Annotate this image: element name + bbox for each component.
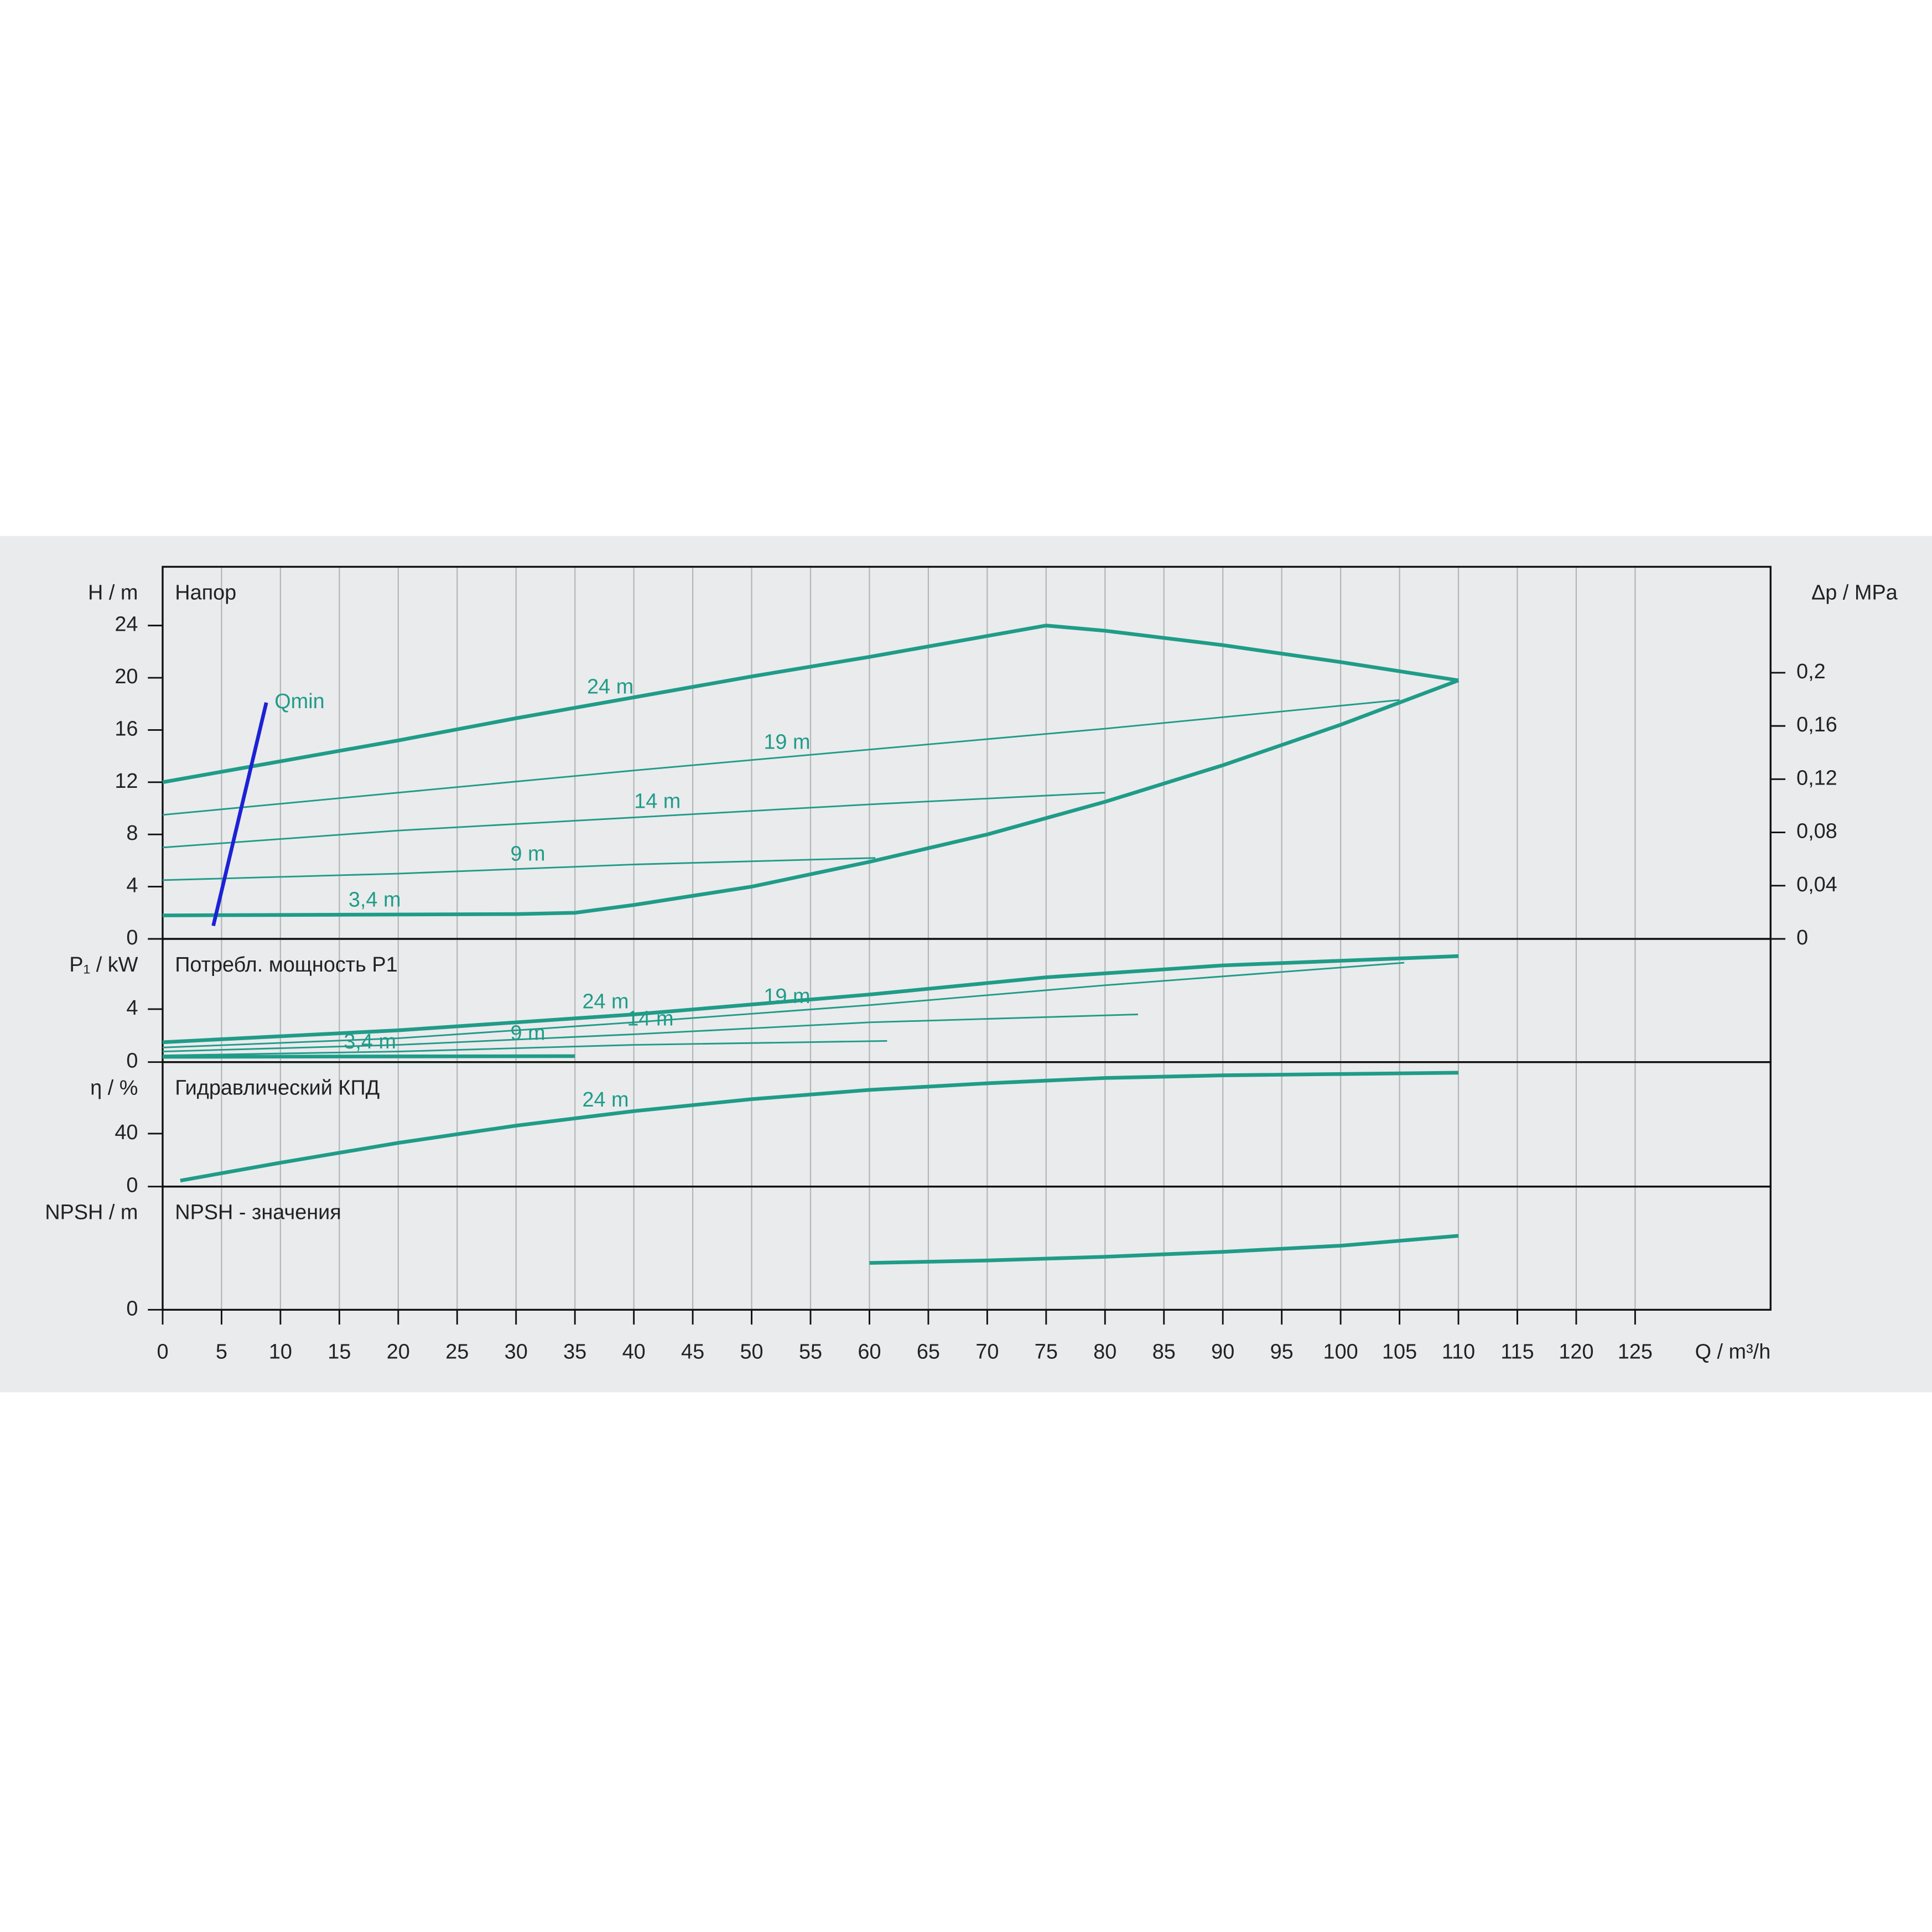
chart-band: [0, 536, 1932, 1393]
x-tick-label: 5: [216, 1340, 227, 1363]
x-tick-label: 50: [740, 1340, 763, 1363]
y-tick-label: 0: [126, 1174, 138, 1197]
series-line: [211, 702, 268, 927]
series-label: 9 m: [510, 842, 545, 865]
y-tick-label: 4: [126, 874, 138, 897]
series-label: 19 m: [764, 731, 810, 754]
series-line: [162, 1040, 887, 1057]
x-tick-label: 110: [1442, 1340, 1475, 1363]
x-tick-label: 60: [858, 1340, 881, 1363]
y-tick-label: 12: [115, 770, 138, 793]
x-tick-label: 85: [1152, 1340, 1176, 1363]
series-line: [162, 792, 1105, 849]
x-tick-label: 15: [328, 1340, 351, 1363]
x-tick-label: 75: [1035, 1340, 1058, 1363]
series-label: 24 m: [582, 990, 629, 1013]
panel-title: NPSH - значения: [175, 1201, 341, 1224]
x-tick-label: 65: [917, 1340, 940, 1363]
series-line: [162, 954, 1459, 1045]
series-label: Qmin: [274, 690, 324, 713]
x-tick-label: 45: [681, 1340, 704, 1363]
series-label: 3,4 m: [349, 889, 401, 912]
y-tick-label: 8: [126, 822, 138, 845]
series-label: 9 m: [510, 1021, 545, 1045]
y-tick-label: 4: [126, 996, 138, 1020]
panel-title: Напор: [175, 581, 236, 604]
y-tick-label: 0: [126, 926, 138, 949]
x-tick-label: 90: [1211, 1340, 1234, 1363]
y-tick-label: 40: [115, 1121, 138, 1144]
y-tick-label: 0: [126, 1050, 138, 1073]
y-tick-label: 16: [115, 717, 138, 740]
y2-tick-label: 0: [1796, 926, 1808, 949]
y2-tick-label: 0,2: [1796, 660, 1826, 683]
y-tick-label: 20: [115, 665, 138, 688]
y2-tick-label: 0,12: [1796, 766, 1837, 790]
y2-tick-label: 0,16: [1796, 713, 1837, 736]
series-line: [162, 678, 1460, 917]
panel-title: Потребл. мощность P1: [175, 953, 397, 977]
x-tick-label: 0: [157, 1340, 168, 1363]
series-line: [162, 1054, 575, 1059]
x-tick-label: 70: [975, 1340, 999, 1363]
x-tick-label: 30: [505, 1340, 528, 1363]
series-label: 24 m: [582, 1088, 629, 1112]
y-tick-label: 0: [126, 1297, 138, 1320]
x-tick-label: 25: [445, 1340, 469, 1363]
series-line: [162, 624, 1459, 785]
series-label: 19 m: [764, 985, 810, 1008]
series-line: [162, 857, 876, 881]
y-tick-label: 24: [115, 613, 138, 636]
series-line: [162, 962, 1405, 1048]
y2-tick-label: 0,08: [1796, 820, 1837, 843]
x-tick-label: 40: [622, 1340, 646, 1363]
series-line: [180, 1071, 1459, 1183]
x-tick-label: 100: [1323, 1340, 1358, 1363]
x-tick-label: 120: [1559, 1340, 1593, 1363]
series-label: 3,4 m: [344, 1030, 396, 1053]
x-tick-label: 115: [1500, 1340, 1534, 1363]
series-label: 24 m: [587, 675, 633, 698]
x-tick-label: 55: [799, 1340, 822, 1363]
x-tick-label: 95: [1270, 1340, 1294, 1363]
x-tick-label: 105: [1382, 1340, 1417, 1363]
x-tick-label: 80: [1093, 1340, 1116, 1363]
y-axis-label: η / %: [90, 1077, 138, 1100]
series-line: [162, 1014, 1138, 1053]
x-tick-label: 20: [387, 1340, 410, 1363]
x-axis-label: Q / m³/h: [1695, 1340, 1771, 1363]
series-line: [162, 699, 1400, 816]
x-tick-label: 10: [269, 1340, 292, 1363]
x-tick-label: 35: [563, 1340, 586, 1363]
panel-frame: [162, 1185, 1772, 1311]
panel-title: Гидравлический КПД: [175, 1077, 380, 1100]
series-line: [869, 1234, 1459, 1265]
series-label: 14 m: [627, 1007, 673, 1030]
series-label: 14 m: [634, 790, 681, 813]
x-tick-label: 125: [1618, 1340, 1653, 1363]
y-axis-label: NPSH / m: [45, 1201, 138, 1224]
y-axis-label: H / m: [88, 581, 138, 604]
y2-tick-label: 0,04: [1796, 873, 1837, 896]
y2-axis-label: Δp / MPa: [1811, 581, 1898, 604]
y-axis-label: P₁ / kW: [69, 953, 138, 977]
